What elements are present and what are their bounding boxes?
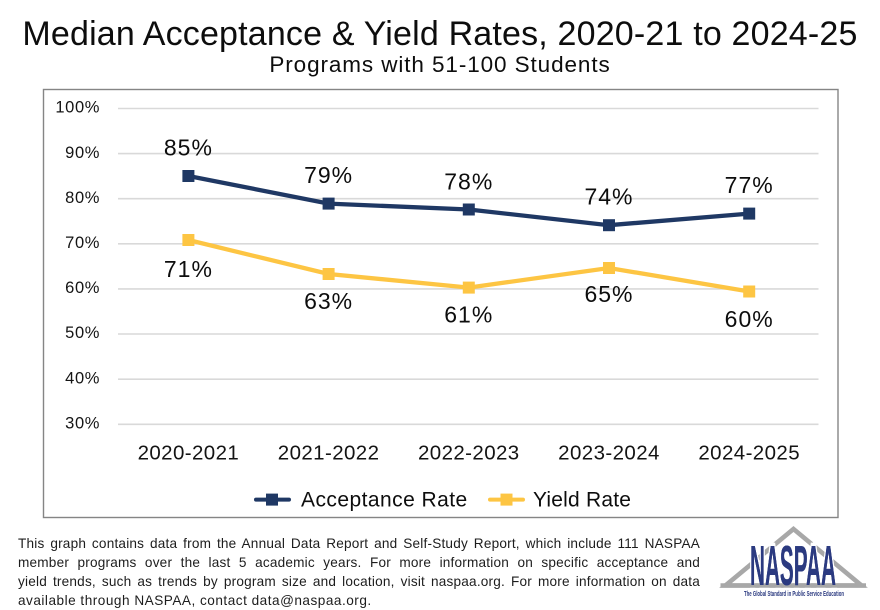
svg-text:2023-2024: 2023-2024 [558, 442, 660, 465]
svg-text:79%: 79% [304, 162, 353, 188]
svg-text:2024-2025: 2024-2025 [698, 442, 800, 465]
svg-text:2021-2022: 2021-2022 [278, 442, 380, 465]
svg-text:74%: 74% [584, 183, 633, 209]
svg-text:Yield Rate: Yield Rate [533, 489, 631, 512]
svg-text:NASPAA: NASPAA [750, 534, 836, 598]
svg-text:63%: 63% [304, 288, 353, 314]
svg-text:70%: 70% [65, 234, 100, 252]
svg-text:The Global Standard in Public: The Global Standard in Public Service Ed… [744, 589, 844, 598]
svg-text:30%: 30% [65, 415, 100, 433]
svg-text:40%: 40% [65, 369, 100, 387]
svg-text:77%: 77% [725, 172, 774, 198]
svg-text:78%: 78% [444, 169, 493, 195]
svg-text:71%: 71% [164, 256, 213, 282]
svg-text:60%: 60% [65, 279, 100, 297]
svg-text:100%: 100% [55, 99, 100, 117]
svg-text:85%: 85% [164, 134, 213, 160]
svg-text:61%: 61% [444, 302, 493, 328]
svg-text:60%: 60% [725, 306, 774, 332]
svg-text:90%: 90% [65, 144, 100, 162]
svg-text:80%: 80% [65, 189, 100, 207]
svg-text:2020-2021: 2020-2021 [138, 442, 240, 465]
svg-text:Acceptance Rate: Acceptance Rate [301, 489, 468, 512]
svg-text:50%: 50% [65, 324, 100, 342]
svg-text:65%: 65% [584, 281, 633, 307]
svg-text:2022-2023: 2022-2023 [418, 442, 520, 465]
